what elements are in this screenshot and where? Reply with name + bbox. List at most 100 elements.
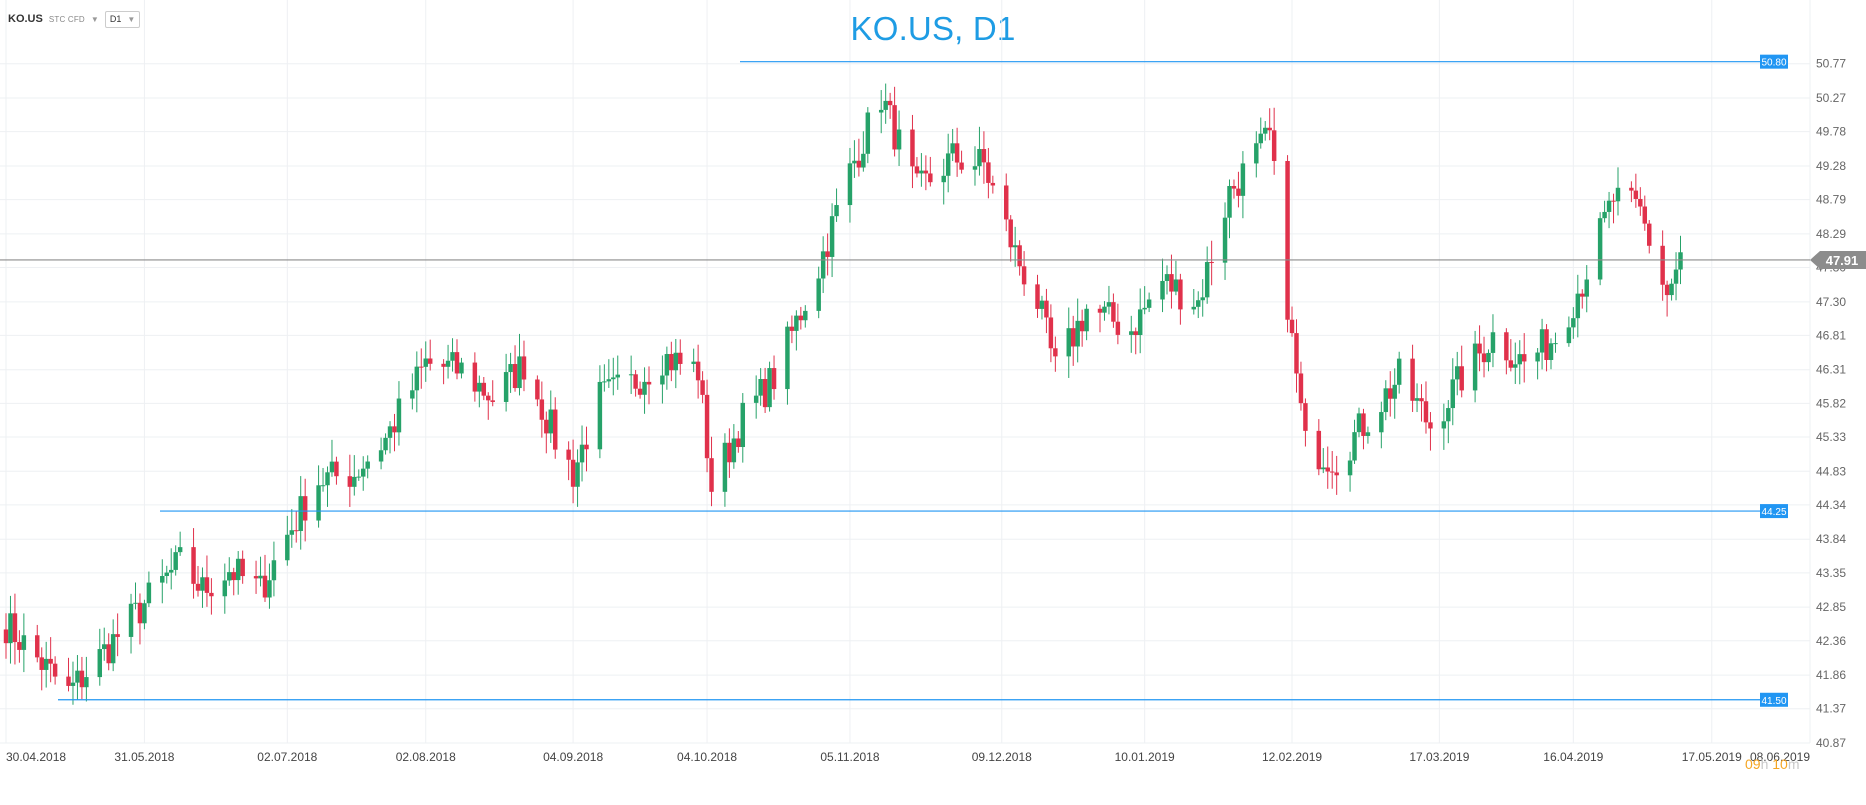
candle-body-up: [102, 644, 107, 650]
candle-body-up: [173, 552, 178, 570]
candle-body-up: [1571, 318, 1576, 328]
minutes-unit: m: [1787, 756, 1800, 772]
candle-body-down: [928, 173, 933, 183]
candle-body-up: [753, 395, 759, 403]
candle-body-down: [1008, 219, 1013, 248]
candle-body-down: [1660, 245, 1665, 285]
candle-body-up: [360, 468, 366, 477]
y-axis-tick-label: 46.81: [1816, 328, 1846, 342]
candle-body-down: [1285, 160, 1290, 320]
candle-body-up: [1227, 186, 1232, 218]
candle-body-up: [1196, 300, 1201, 307]
timeframe-select[interactable]: D1 ▼: [104, 10, 141, 28]
candle-body-up: [691, 361, 696, 364]
candle-body-up: [1414, 398, 1420, 401]
x-axis-tick-label: 30.04.2018: [6, 750, 66, 764]
candle-body-up: [70, 682, 76, 686]
candle-body-down: [553, 409, 558, 450]
candle-body-down: [1048, 317, 1054, 349]
candle-body-up: [606, 379, 612, 382]
candle-body-up: [1321, 467, 1326, 470]
candle-body-up: [1673, 269, 1679, 284]
candle-body-down: [106, 644, 111, 664]
candle-body-down: [709, 458, 714, 492]
candle-body-down: [1035, 284, 1040, 309]
candle-body-up: [97, 649, 103, 678]
symbol-label[interactable]: KO.US: [8, 13, 43, 25]
candle-body-up: [414, 366, 420, 391]
candle-body-down: [1070, 328, 1076, 347]
candle-body-up: [597, 381, 603, 450]
candle-countdown: 09h 10m: [1745, 756, 1800, 772]
y-axis-tick-label: 48.29: [1816, 227, 1846, 241]
candle-body-up: [548, 409, 554, 434]
candle-body-down: [646, 381, 652, 385]
candle-body-down: [1111, 302, 1116, 322]
candle-body-up: [356, 476, 361, 478]
candle-body-down: [954, 143, 960, 163]
candle-body-down: [262, 575, 268, 598]
y-axis-tick-label: 49.28: [1816, 159, 1846, 173]
candle-body-down: [17, 642, 22, 650]
candle-body-up: [1066, 328, 1071, 357]
candle-body-up: [517, 356, 522, 389]
candle-body-up: [365, 461, 370, 469]
candle-body-down: [1316, 430, 1322, 470]
candle-body-up: [579, 444, 585, 463]
candle-body-down: [1133, 331, 1138, 335]
chevron-down-icon[interactable]: ▼: [90, 14, 99, 24]
candle-body-down: [490, 400, 495, 402]
candle-body-up: [722, 442, 728, 492]
candle-body-up: [43, 658, 49, 670]
candle-body-up: [642, 381, 647, 395]
candle-body-down: [633, 374, 638, 389]
candle-body-up: [1535, 352, 1540, 362]
candle-body-down: [35, 635, 40, 658]
candle-body-down: [1294, 333, 1299, 374]
candle-body-up: [1084, 308, 1089, 332]
candle-body-up: [861, 153, 866, 168]
candle-body-down: [856, 160, 862, 168]
candle-body-down: [887, 100, 893, 106]
y-axis-tick-label: 42.85: [1816, 600, 1846, 614]
candle-body-down: [695, 361, 701, 381]
candle-body-up: [834, 205, 839, 217]
timeframe-value: D1: [109, 14, 122, 24]
candle-body-up: [285, 534, 290, 561]
candle-body-down: [1508, 360, 1514, 368]
candle-body-up: [177, 547, 183, 553]
candle-body-up: [950, 143, 955, 154]
candle-body-up: [865, 112, 871, 154]
candle-body-up: [1597, 218, 1603, 280]
x-axis-tick-label: 16.04.2019: [1543, 750, 1603, 764]
candle-body-down: [521, 356, 527, 380]
candle-body-up: [919, 170, 924, 174]
candle-body-up: [378, 450, 384, 462]
y-axis-tick-label: 50.77: [1816, 57, 1846, 71]
candle-body-up: [320, 485, 326, 487]
candle-body-down: [1267, 127, 1272, 131]
y-axis-tick-label: 43.35: [1816, 566, 1846, 580]
candle-body-up: [289, 530, 295, 535]
candle-body-down: [678, 352, 683, 364]
candle-body-up: [235, 558, 241, 581]
candle-body-down: [441, 363, 446, 367]
candle-body-up: [785, 326, 790, 390]
candle-body-down: [1021, 266, 1027, 285]
candle-body-down: [1459, 366, 1464, 391]
candle-body-down: [427, 358, 433, 364]
candle-body-up: [227, 572, 232, 581]
candle-body-up: [316, 485, 321, 521]
candle-body-down: [39, 657, 44, 670]
candle-body-down: [1629, 187, 1634, 191]
candle-body-up: [847, 163, 853, 206]
candle-body-down: [544, 419, 549, 434]
candle-body-down: [486, 395, 491, 401]
candle-body-down: [12, 613, 18, 643]
candle-body-down: [539, 399, 545, 420]
y-axis-tick-label: 49.78: [1816, 125, 1846, 139]
candle-body-up: [664, 354, 670, 376]
candle-body-down: [1017, 245, 1022, 267]
candle-body-down: [566, 449, 571, 460]
